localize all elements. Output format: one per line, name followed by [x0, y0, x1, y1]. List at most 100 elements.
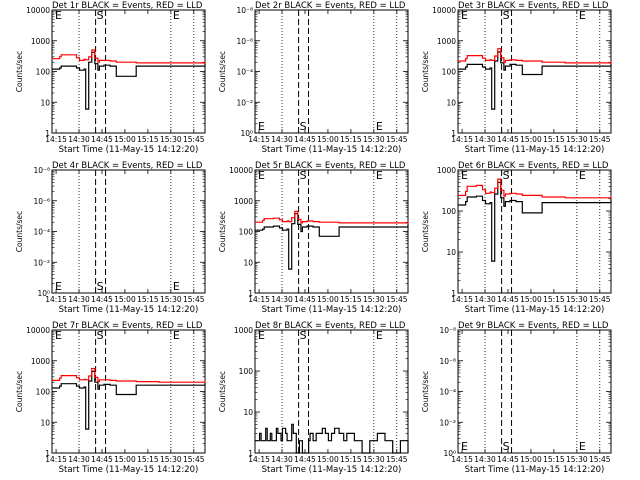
x-tick-label: 15:30 [363, 135, 385, 144]
y-tick-label: 100 [36, 68, 51, 77]
y-tick-label: 10⁻⁴ [33, 228, 50, 237]
x-tick-label: 14:45 [497, 455, 519, 464]
x-tick-label: 14:15 [451, 295, 473, 304]
y-axis-label: Counts/sec [15, 211, 24, 252]
panel-title: Det 1r BLACK = Events, RED = LLD [52, 1, 203, 11]
y-tick-label: 1000 [234, 197, 253, 206]
marker-label-e: E [258, 120, 265, 133]
panel-title: Det 7r BLACK = Events, RED = LLD [52, 321, 203, 331]
marker-label-e: E [173, 280, 180, 293]
x-tick-label: 14:30 [68, 455, 90, 464]
series-lld-red-line [458, 178, 612, 199]
marker-label-e: E [258, 329, 265, 342]
plot-frame [457, 9, 612, 134]
series-events-black-line [52, 370, 206, 430]
y-axis-label: Counts/sec [15, 371, 24, 412]
x-axis-label: Start Time (11-May-15 14:12:20) [59, 145, 199, 155]
x-tick-label: 15:30 [566, 455, 588, 464]
y-tick-label: 10⁻⁶ [33, 197, 50, 206]
x-axis-label: Start Time (11-May-15 14:12:20) [465, 305, 605, 315]
x-tick-label: 14:45 [497, 135, 519, 144]
x-tick-label: 15:45 [183, 455, 205, 464]
y-tick-label: 10⁻⁴ [439, 388, 456, 397]
y-tick-label: 1 [248, 449, 253, 458]
x-tick-label: 15:00 [317, 295, 339, 304]
x-tick-label: 15:15 [543, 455, 565, 464]
panel-det-2r: Det 2r BLACK = Events, RED = LLD E S E 14:15… [218, 1, 409, 155]
panel-title: Det 5r BLACK = Events, RED = LLD [255, 161, 406, 171]
x-tick-label: 14:30 [271, 455, 293, 464]
x-tick-label: 14:30 [68, 135, 90, 144]
plot-frame [254, 329, 409, 454]
x-tick-label: 14:45 [497, 295, 519, 304]
x-tick-label: 14:15 [248, 455, 270, 464]
x-tick-label: 15:15 [543, 295, 565, 304]
marker-label-e: E [579, 9, 586, 22]
y-tick-label: 10 [40, 418, 50, 427]
panel-title: Det 4r BLACK = Events, RED = LLD [52, 161, 203, 171]
y-tick-label: 10 [446, 248, 456, 257]
x-tick-label: 14:30 [474, 455, 496, 464]
y-tick-label: 100 [239, 367, 254, 376]
y-tick-label: 10000 [26, 6, 50, 15]
y-tick-label: 1 [248, 289, 253, 298]
x-tick-label: 14:15 [45, 455, 67, 464]
x-tick-label: 15:15 [137, 295, 159, 304]
panel-title: Det 9r BLACK = Events, RED = LLD [458, 321, 609, 331]
marker-label-e: E [461, 169, 468, 182]
x-tick-label: 15:45 [589, 455, 611, 464]
y-tick-label: 10⁻² [33, 258, 50, 267]
marker-label-e: E [376, 120, 383, 133]
series-events-black-line [255, 423, 409, 454]
x-tick-label: 14:15 [45, 135, 67, 144]
marker-label-e: E [579, 169, 586, 182]
y-tick-label: 10⁻⁴ [236, 68, 253, 77]
x-tick-label: 14:30 [271, 135, 293, 144]
x-tick-label: 15:15 [340, 295, 362, 304]
x-tick-label: 15:00 [114, 295, 136, 304]
y-tick-label: 10⁻² [439, 418, 456, 427]
marker-label-e: E [173, 329, 180, 342]
y-tick-label: 10⁻⁸ [236, 6, 253, 15]
x-axis-label: Start Time (11-May-15 14:12:20) [59, 465, 199, 475]
y-tick-label: 1 [451, 129, 456, 138]
plot-frame [254, 169, 409, 294]
y-tick-label: 100 [442, 68, 457, 77]
y-tick-label: 10⁻⁸ [439, 326, 456, 335]
y-axis-label: Counts/sec [15, 51, 24, 92]
y-axis-label: Counts/sec [218, 371, 227, 412]
panel-title: Det 3r BLACK = Events, RED = LLD [458, 1, 609, 11]
x-tick-label: 15:00 [114, 455, 136, 464]
panel-title: Det 2r BLACK = Events, RED = LLD [255, 1, 406, 11]
y-axis-label: Counts/sec [218, 211, 227, 252]
x-tick-label: 15:30 [160, 135, 182, 144]
x-axis-label: Start Time (11-May-15 14:12:20) [262, 145, 402, 155]
series-events-black-line [255, 213, 409, 270]
y-tick-label: 1000 [437, 37, 456, 46]
marker-label-s: S [503, 169, 510, 182]
y-tick-label: 10⁰ [240, 129, 253, 138]
y-tick-label: 10 [40, 98, 50, 107]
marker-label-e: E [579, 440, 586, 453]
y-axis-label: Counts/sec [421, 51, 430, 92]
y-tick-label: 10 [243, 258, 253, 267]
x-tick-label: 15:45 [386, 135, 408, 144]
y-axis-label: Counts/sec [421, 371, 430, 412]
x-tick-label: 14:45 [91, 295, 113, 304]
panel-det-4r: Det 4r BLACK = Events, RED = LLD E S E 14:15… [15, 161, 206, 315]
y-tick-label: 10⁻⁸ [33, 166, 50, 175]
plot-frame [51, 169, 206, 294]
y-tick-label: 10000 [229, 166, 253, 175]
x-tick-label: 15:00 [114, 135, 136, 144]
y-tick-label: 10⁻⁶ [236, 37, 253, 46]
y-tick-label: 10⁰ [37, 289, 50, 298]
x-tick-label: 14:15 [451, 135, 473, 144]
marker-label-e: E [376, 169, 383, 182]
marker-label-e: E [55, 329, 62, 342]
plot-frame [457, 329, 612, 454]
x-axis-label: Start Time (11-May-15 14:12:20) [262, 465, 402, 475]
